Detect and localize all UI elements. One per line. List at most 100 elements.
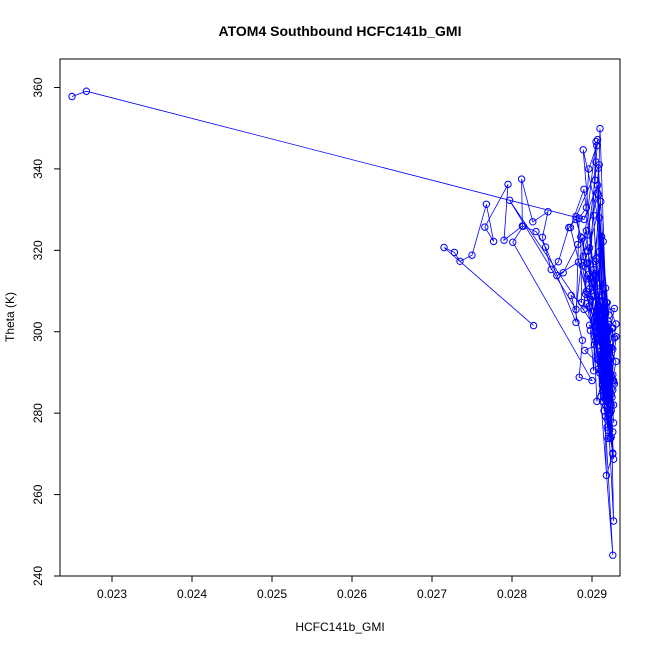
data-point (544, 208, 552, 216)
x-tick-label: 0.026 (337, 587, 367, 601)
data-point (606, 434, 615, 443)
y-tick-label: 340 (31, 159, 45, 179)
data-point (603, 392, 611, 401)
data-point (612, 357, 620, 366)
data-point (609, 428, 617, 436)
data-point (598, 397, 607, 406)
data-point (504, 180, 512, 189)
data-point (577, 233, 585, 241)
data-point (612, 332, 620, 341)
data-point (541, 243, 550, 251)
data-point (577, 298, 586, 307)
data-point (519, 222, 527, 231)
data-point (593, 135, 602, 144)
data-point (588, 376, 596, 385)
data-point (610, 334, 619, 342)
data-point (579, 252, 587, 261)
data-point (593, 317, 601, 326)
data-point (609, 419, 618, 427)
data-point (597, 309, 606, 317)
data-point (575, 214, 583, 222)
x-axis-label: HCFC141b_GMI (295, 620, 384, 634)
data-point (610, 304, 619, 313)
data-point (602, 471, 611, 480)
x-tick-label: 0.027 (417, 587, 447, 601)
data-point (609, 551, 617, 559)
data-point (456, 257, 464, 265)
data-point (603, 423, 611, 431)
data-point (584, 231, 592, 239)
data-point (573, 240, 582, 249)
data-point (547, 265, 555, 274)
data-point (574, 258, 583, 266)
data-point (601, 284, 610, 292)
data-point (612, 320, 620, 328)
data-point (565, 223, 573, 232)
data-point (567, 291, 575, 300)
data-point (82, 87, 91, 95)
data-point (586, 326, 595, 335)
data-point (594, 355, 603, 363)
data-point (592, 137, 600, 146)
data-point (596, 279, 604, 287)
data-point (589, 265, 598, 274)
y-tick-label: 300 (31, 321, 45, 341)
data-point (609, 376, 618, 385)
data-point (607, 433, 615, 441)
data-point (600, 334, 608, 342)
data-point (580, 305, 588, 314)
data-point (603, 415, 611, 423)
x-tick-label: 0.024 (177, 587, 207, 601)
data-point (509, 238, 517, 246)
data-point (596, 341, 604, 350)
data-point (605, 343, 613, 352)
chart-title: ATOM4 Southbound HCFC141b_GMI (219, 23, 462, 39)
plot-frame (59, 58, 621, 577)
data-point (597, 197, 605, 206)
data-point (601, 326, 610, 334)
series-points (68, 87, 620, 559)
data-point (604, 434, 612, 443)
data-point (482, 200, 491, 209)
data-point (580, 215, 588, 224)
data-point (582, 227, 591, 235)
data-point (609, 517, 618, 525)
data-point (609, 450, 617, 458)
data-point (468, 251, 476, 259)
data-point (597, 232, 606, 241)
data-point (604, 426, 612, 434)
data-point (591, 270, 599, 278)
data-point (590, 341, 599, 349)
data-point (450, 248, 459, 257)
data-point (603, 348, 611, 356)
data-point (554, 258, 563, 266)
data-point (608, 393, 616, 401)
y-tick-label: 260 (31, 484, 45, 504)
data-point (605, 386, 614, 395)
x-axis: 0.023 0.024 0.025 0.026 0.027 0.028 0.029 (97, 576, 607, 601)
data-point (593, 189, 602, 198)
data-point (582, 203, 591, 212)
data-point (559, 269, 567, 277)
data-point (578, 234, 587, 242)
data-point (578, 262, 587, 270)
data-point (589, 367, 598, 375)
y-tick-label: 280 (31, 403, 45, 423)
data-point (580, 185, 588, 194)
data-point (586, 295, 595, 303)
data-point (595, 291, 603, 299)
data-point (595, 324, 603, 332)
data-point (605, 362, 614, 371)
data-point (581, 346, 589, 355)
data-point (538, 233, 547, 242)
data-point (529, 321, 538, 330)
x-tick-label: 0.023 (97, 587, 127, 601)
y-axis: 240 260 280 300 320 340 360 (31, 77, 60, 586)
data-point (592, 158, 600, 166)
x-tick-label: 0.028 (497, 587, 527, 601)
data-point (575, 373, 583, 381)
data-point (598, 380, 607, 388)
data-point (600, 366, 608, 375)
data-point (609, 455, 618, 463)
